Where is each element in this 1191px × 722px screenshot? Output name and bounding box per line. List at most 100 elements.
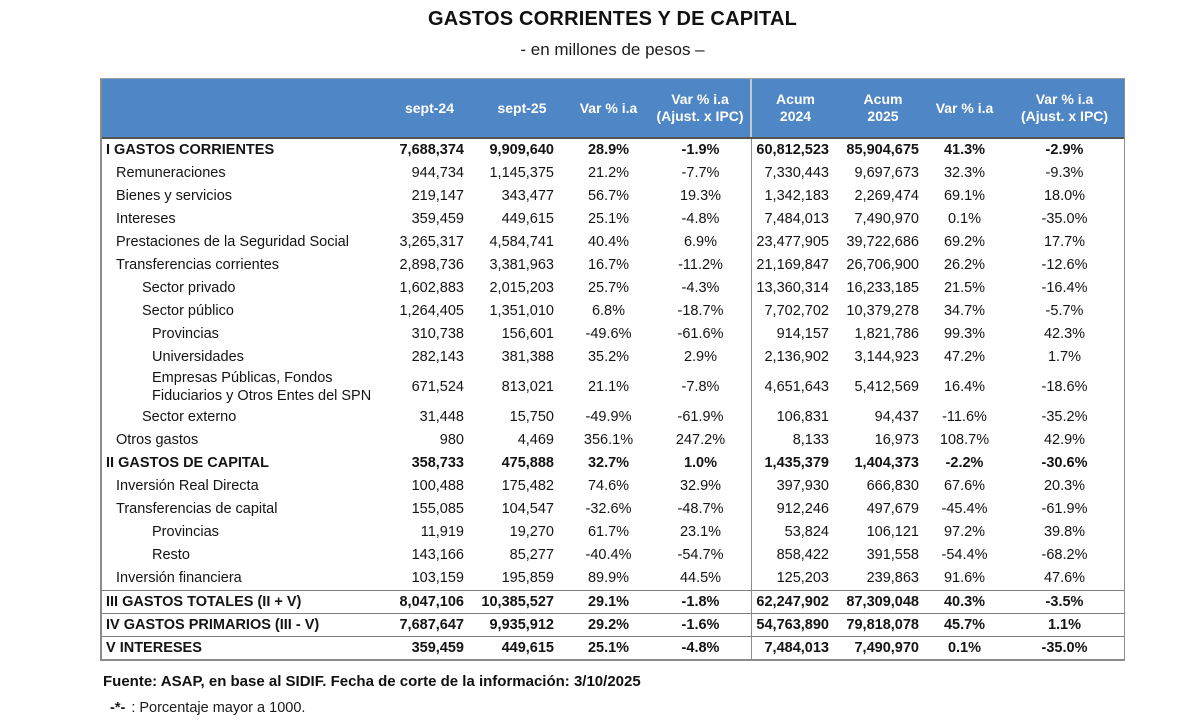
value-cell: 358,733 bbox=[411, 455, 464, 472]
value-cell: -11.2% bbox=[650, 254, 752, 277]
value-cell: 8,047,106 bbox=[399, 593, 464, 610]
value-cell: 0.1% bbox=[947, 639, 982, 656]
value-cell: 449,615 bbox=[501, 639, 554, 656]
value-cell: -4.8% bbox=[650, 208, 752, 231]
value-cell: 359,459 bbox=[411, 639, 464, 656]
value-cell: 19.3% bbox=[650, 185, 752, 208]
value-cell: 16,233,185 bbox=[846, 279, 919, 296]
value-cell: 29.1% bbox=[587, 593, 630, 610]
row-label: Remuneraciones bbox=[116, 164, 226, 181]
value-cell: 2,269,474 bbox=[854, 187, 919, 204]
value-cell: 79,818,078 bbox=[846, 616, 919, 633]
value-cell: 239,863 bbox=[866, 570, 919, 587]
value-cell: 143,166 bbox=[411, 547, 464, 564]
row-label: Resto bbox=[152, 547, 190, 564]
value-cell: 87,309,048 bbox=[846, 593, 919, 610]
row-label: Prestaciones de la Seguridad Social bbox=[116, 233, 349, 250]
value-cell: 39.8% bbox=[1043, 524, 1086, 541]
value-cell: -2.2% bbox=[945, 455, 984, 472]
value-cell: -68.2% bbox=[1041, 547, 1088, 564]
value-cell: -11.6% bbox=[942, 409, 987, 426]
table-row: Otros gastos 980 4,469 356.1% 247.2% 8,133 16,… bbox=[102, 429, 1124, 453]
row-label: Otros gastos bbox=[116, 432, 199, 449]
value-cell: 7,702,702 bbox=[764, 302, 829, 319]
value-cell: 247.2% bbox=[650, 429, 752, 453]
value-cell: 34.7% bbox=[943, 302, 986, 319]
value-cell: 156,601 bbox=[501, 325, 554, 342]
value-cell: 31,448 bbox=[419, 409, 464, 426]
table-row: Sector privado 1,602,883 2,015,203 25.7% -4.… bbox=[102, 277, 1124, 300]
value-cell: 11,919 bbox=[420, 524, 464, 541]
value-cell: 5,412,569 bbox=[854, 378, 919, 395]
value-cell: 40.4% bbox=[587, 233, 630, 250]
value-cell: 195,859 bbox=[501, 570, 554, 587]
value-cell: 26.2% bbox=[943, 256, 986, 273]
column-header: sept-24 bbox=[404, 99, 455, 116]
column-header: Var % i.a bbox=[579, 99, 638, 116]
value-cell: -45.4% bbox=[941, 501, 988, 518]
column-header: Acum 2025 bbox=[863, 91, 903, 124]
value-cell: 1,264,405 bbox=[399, 302, 464, 319]
value-cell: 671,524 bbox=[411, 378, 464, 395]
page-subtitle: - en millones de pesos – bbox=[520, 40, 705, 59]
table-row: Sector público 1,264,405 1,351,010 6.8% -18.… bbox=[102, 300, 1124, 323]
value-cell: 9,697,673 bbox=[854, 164, 919, 181]
value-cell: 0.1% bbox=[947, 210, 982, 227]
value-cell: 54,763,890 bbox=[756, 616, 829, 633]
value-cell: 99.3% bbox=[943, 325, 986, 342]
value-cell: 53,824 bbox=[784, 524, 829, 541]
value-cell: 32.7% bbox=[587, 455, 630, 472]
row-label: Transferencias corrientes bbox=[116, 256, 280, 273]
value-cell: 391,558 bbox=[866, 547, 919, 564]
value-cell: 356.1% bbox=[583, 432, 634, 449]
value-cell: 21,169,847 bbox=[756, 256, 829, 273]
source-note: Fuente: ASAP, en base al SIDIF. Fecha de… bbox=[103, 673, 641, 690]
table-row: III GASTOS TOTALES (II + V) 8,047,106 10,3… bbox=[102, 590, 1124, 614]
value-cell: 9,935,912 bbox=[489, 616, 554, 633]
row-label: Provincias bbox=[152, 325, 219, 342]
value-cell: -61.9% bbox=[1041, 501, 1088, 518]
value-cell: 89.9% bbox=[587, 570, 630, 587]
value-cell: 16.4% bbox=[943, 378, 986, 395]
value-cell: 3,265,317 bbox=[399, 233, 464, 250]
row-label: Inversión financiera bbox=[116, 570, 242, 587]
row-label: Bienes y servicios bbox=[116, 187, 233, 204]
value-cell: -35.0% bbox=[1041, 210, 1088, 227]
column-header: Var % i.a (Ajust. x IPC) bbox=[1020, 91, 1109, 124]
value-cell: 19,270 bbox=[509, 524, 554, 541]
value-cell: -1.9% bbox=[650, 139, 752, 162]
row-label: Sector privado bbox=[142, 279, 236, 296]
value-cell: 3,381,963 bbox=[489, 256, 554, 273]
value-cell: 4,584,741 bbox=[489, 233, 554, 250]
value-cell: 44.5% bbox=[650, 567, 752, 591]
value-cell: 21.2% bbox=[587, 164, 630, 181]
value-cell: 397,930 bbox=[776, 478, 829, 495]
value-cell: 47.2% bbox=[943, 348, 986, 365]
value-cell: 21.5% bbox=[943, 279, 986, 296]
value-cell: -2.9% bbox=[1045, 141, 1084, 158]
value-cell: 1,435,379 bbox=[764, 455, 829, 472]
column-header: sept-25 bbox=[497, 99, 547, 116]
value-cell: 6.8% bbox=[591, 302, 626, 319]
value-cell: 20.3% bbox=[1043, 478, 1086, 495]
table-row: I GASTOS CORRIENTES 7,688,374 9,909,640 28.… bbox=[102, 139, 1124, 162]
value-cell: 85,904,675 bbox=[846, 141, 919, 158]
value-cell: 1.0% bbox=[650, 452, 752, 476]
table-row: Transferencias de capital 155,085 104,547 -… bbox=[102, 498, 1124, 522]
value-cell: 310,738 bbox=[411, 325, 464, 342]
value-cell: -16.4% bbox=[1041, 279, 1088, 296]
value-cell: 343,477 bbox=[501, 187, 554, 204]
value-cell: 61.7% bbox=[587, 524, 630, 541]
table-body: I GASTOS CORRIENTES 7,688,374 9,909,640 28.… bbox=[102, 139, 1124, 660]
row-label: I GASTOS CORRIENTES bbox=[106, 141, 275, 158]
value-cell: 62,247,902 bbox=[756, 593, 829, 610]
value-cell: 91.6% bbox=[943, 570, 986, 587]
value-cell: 219,147 bbox=[411, 187, 464, 204]
title-block: GASTOS CORRIENTES Y DE CAPITAL - en mill… bbox=[100, 8, 1125, 60]
value-cell: 359,459 bbox=[411, 210, 464, 227]
row-label: Sector externo bbox=[142, 409, 237, 426]
value-cell: 32.3% bbox=[943, 164, 986, 181]
value-cell: 45.7% bbox=[943, 616, 986, 633]
value-cell: -40.4% bbox=[585, 547, 632, 564]
expenses-table: sept-24 sept-25 Var % i.a Var % i.a (Ajust. … bbox=[100, 78, 1125, 662]
